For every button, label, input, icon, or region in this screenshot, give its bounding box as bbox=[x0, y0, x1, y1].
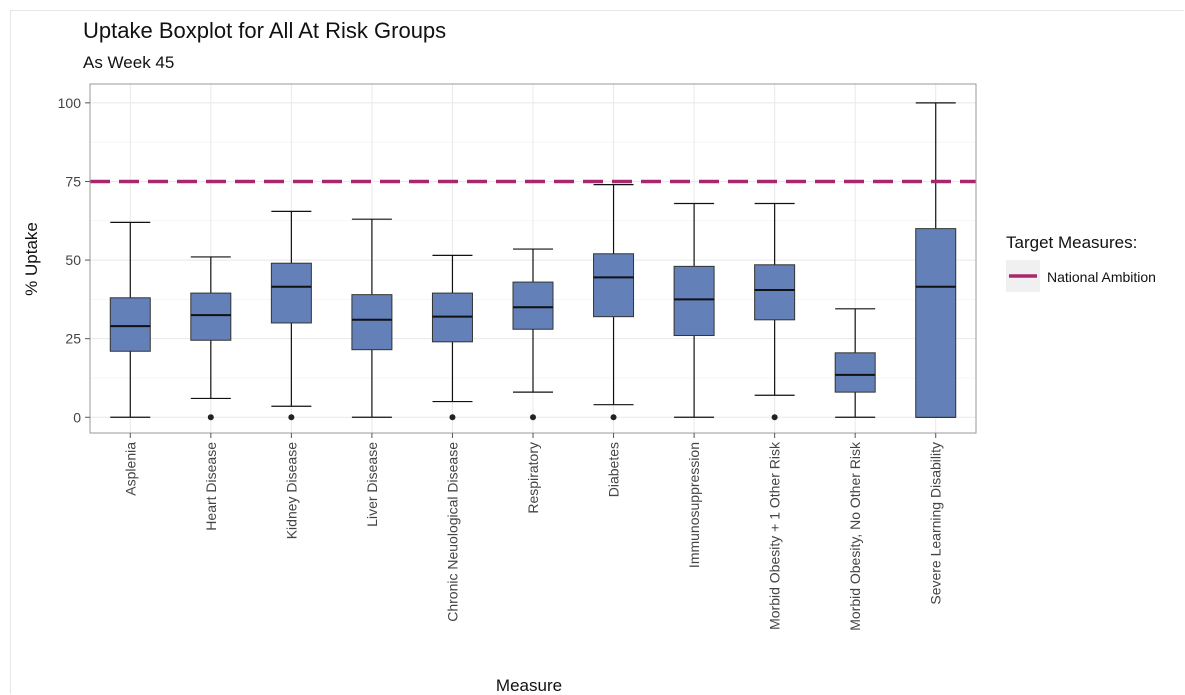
box-iqr bbox=[270, 262, 312, 324]
x-tick-label: Asplenia bbox=[122, 442, 138, 496]
axes-layer: 0 25 50 75 100 Asplenia Heart Disease Kidney Di… bbox=[58, 83, 977, 631]
outlier-point bbox=[288, 414, 295, 421]
chart-subtitle: As Week 45 bbox=[83, 53, 175, 72]
box-iqr bbox=[109, 297, 151, 352]
x-tick-label: Chronic Neuological Disease bbox=[444, 442, 460, 622]
x-tick-label: Morbid Obesity + 1 Other Risk bbox=[767, 441, 783, 630]
y-tick-label: 50 bbox=[65, 252, 81, 268]
box-iqr bbox=[673, 265, 715, 337]
box-5 bbox=[431, 254, 473, 421]
box-2 bbox=[190, 256, 232, 421]
box-6 bbox=[512, 248, 554, 421]
box-iqr bbox=[190, 292, 232, 341]
y-tick-label: 75 bbox=[65, 173, 81, 189]
boxes-layer bbox=[109, 102, 957, 421]
x-tick-label: Morbid Obesity, No Other Risk bbox=[847, 441, 863, 631]
box-10 bbox=[834, 308, 876, 418]
legend-item-label: National Ambition bbox=[1047, 269, 1156, 285]
x-tick-label: Liver Disease bbox=[364, 442, 380, 527]
outlier-point bbox=[449, 414, 456, 421]
chart-frame bbox=[10, 10, 1184, 694]
outlier-point bbox=[771, 414, 778, 421]
box-iqr bbox=[512, 281, 554, 330]
box-11 bbox=[915, 102, 957, 418]
x-tick-label: Diabetes bbox=[606, 442, 622, 497]
y-tick-label: 25 bbox=[65, 331, 81, 347]
x-tick-label: Kidney Disease bbox=[283, 442, 299, 539]
x-tick-label: Severe Learning Disability bbox=[928, 442, 944, 605]
x-tick-label: Immunosuppression bbox=[686, 442, 702, 568]
y-tick-label: 0 bbox=[73, 409, 81, 425]
y-axis-label: % Uptake bbox=[22, 222, 41, 296]
box-3 bbox=[270, 210, 312, 421]
box-8 bbox=[673, 202, 715, 418]
box-iqr bbox=[834, 352, 876, 393]
outlier-point bbox=[207, 414, 214, 421]
box-1 bbox=[109, 221, 151, 418]
box-iqr bbox=[754, 264, 796, 321]
box-9 bbox=[754, 202, 796, 421]
legend: Target Measures: National Ambition bbox=[1006, 233, 1156, 292]
outlier-point bbox=[610, 414, 617, 421]
box-iqr bbox=[351, 294, 393, 351]
x-tick-label: Heart Disease bbox=[203, 442, 219, 531]
box-iqr bbox=[593, 253, 635, 318]
box-7 bbox=[593, 184, 635, 421]
chart-title: Uptake Boxplot for All At Risk Groups bbox=[83, 18, 447, 43]
box-iqr bbox=[915, 228, 957, 418]
y-tick-label: 100 bbox=[58, 95, 82, 111]
x-axis-label: Measure bbox=[496, 676, 562, 695]
box-4 bbox=[351, 218, 393, 418]
legend-title: Target Measures: bbox=[1006, 233, 1137, 252]
x-tick-label: Respiratory bbox=[525, 442, 541, 514]
outlier-point bbox=[530, 414, 536, 421]
